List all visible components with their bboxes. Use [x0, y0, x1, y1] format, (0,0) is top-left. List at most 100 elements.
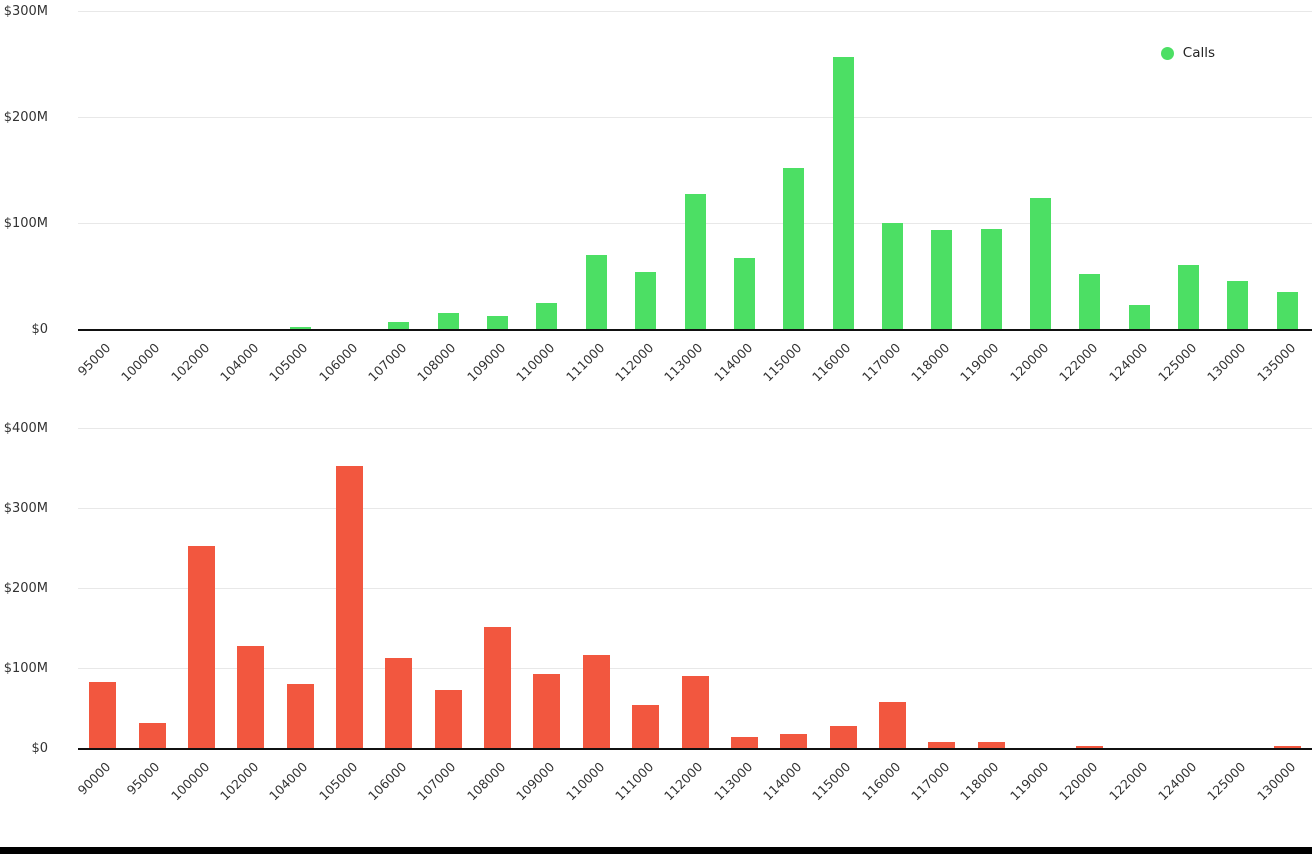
y-tick-label: $300M — [3, 4, 48, 19]
bar-112000[interactable] — [635, 271, 657, 329]
bar-106000[interactable] — [385, 657, 413, 748]
gridline — [78, 588, 1312, 589]
x-tick-label: 112000 — [661, 759, 706, 804]
y-tick-label: $100M — [3, 661, 48, 676]
bar-117000[interactable] — [881, 223, 903, 329]
puts-x-axis: 90000 95000 100000 102000 104000 105000 106000… — [74, 749, 1312, 829]
x-tick-label: 119000 — [957, 340, 1002, 385]
x-tick-label: 110000 — [562, 759, 607, 804]
plot-area: Calls — [78, 11, 1312, 331]
bar-109000[interactable] — [533, 673, 561, 748]
x-tick-label: 106000 — [365, 759, 410, 804]
x-tick-label: 112000 — [611, 340, 657, 385]
bar-111000[interactable] — [632, 704, 660, 748]
x-tick-label: 102000 — [217, 759, 262, 804]
x-axis-line — [78, 329, 1312, 331]
x-tick-label: 111000 — [562, 340, 607, 385]
bar-130000[interactable] — [1273, 745, 1301, 748]
bar-124000[interactable] — [1128, 304, 1150, 329]
bar-111000[interactable] — [585, 254, 607, 329]
x-tick-label: 95000 — [74, 340, 114, 379]
bar-114000[interactable] — [733, 257, 755, 329]
x-tick-label: 116000 — [858, 759, 904, 804]
x-tick-label: 119000 — [1006, 759, 1052, 804]
bar-107000[interactable] — [388, 321, 410, 329]
bar-108000[interactable] — [437, 313, 459, 329]
x-tick-label: 108000 — [414, 340, 459, 385]
x-tick-label: 109000 — [463, 340, 509, 385]
bar-118000[interactable] — [931, 230, 953, 329]
x-tick-label: 109000 — [513, 759, 558, 804]
bar-112000[interactable] — [681, 676, 709, 748]
x-tick-label: 102000 — [167, 340, 212, 385]
bar-117000[interactable] — [928, 742, 956, 748]
bar-122000[interactable] — [1079, 273, 1101, 329]
bar-116000[interactable] — [878, 701, 906, 748]
gridline — [78, 428, 1312, 429]
x-tick-label: 118000 — [908, 340, 953, 385]
x-tick-label: 107000 — [414, 759, 459, 804]
bar-115000[interactable] — [783, 167, 805, 329]
y-tick-label: $100M — [3, 216, 48, 231]
x-tick-label: 120000 — [1006, 340, 1052, 385]
x-tick-label: 114000 — [710, 340, 755, 385]
bar-125000[interactable] — [1178, 265, 1200, 329]
bar-115000[interactable] — [829, 725, 857, 748]
x-tick-label: 115000 — [759, 340, 805, 385]
gridline — [78, 668, 1312, 669]
bar-107000[interactable] — [434, 689, 462, 748]
bar-120000[interactable] — [1076, 746, 1104, 748]
bar-120000[interactable] — [1030, 197, 1052, 329]
x-tick-label: 113000 — [661, 340, 706, 385]
x-tick-label: 122000 — [1056, 340, 1101, 385]
bar-110000[interactable] — [582, 655, 610, 748]
legend-marker-calls — [1160, 46, 1174, 60]
bar-109000[interactable] — [487, 316, 509, 329]
x-tick-label: 114000 — [759, 759, 805, 804]
bar-104000[interactable] — [286, 684, 314, 748]
legend[interactable]: Calls — [1160, 45, 1215, 61]
x-tick-label: 125000 — [1204, 759, 1249, 804]
x-tick-label: 122000 — [1105, 759, 1150, 804]
x-tick-label: 107000 — [365, 340, 410, 385]
bar-116000[interactable] — [832, 56, 854, 329]
x-tick-label: 116000 — [809, 340, 854, 385]
bar-110000[interactable] — [536, 302, 558, 329]
bar-105000[interactable] — [289, 326, 311, 329]
x-tick-label: 118000 — [957, 759, 1002, 804]
y-tick-label: $400M — [3, 421, 48, 436]
x-tick-label: 105000 — [315, 759, 361, 804]
legend-label-calls: Calls — [1182, 45, 1215, 61]
y-tick-label: $300M — [3, 501, 48, 516]
gridline — [78, 11, 1312, 12]
bar-114000[interactable] — [780, 733, 808, 748]
x-tick-label: 110000 — [513, 340, 558, 385]
puts-bar-chart: $0 $100M $200M $300M $400M 90000 95000 100000 1… — [0, 421, 1312, 829]
bar-113000[interactable] — [730, 736, 758, 748]
y-tick-label: $200M — [3, 581, 48, 596]
gridline — [78, 508, 1312, 509]
bar-113000[interactable] — [684, 194, 706, 329]
y-tick-label: $0 — [31, 741, 48, 756]
bar-108000[interactable] — [484, 627, 512, 748]
bar-100000[interactable] — [187, 546, 215, 748]
bar-118000[interactable] — [977, 742, 1005, 748]
x-axis-line — [78, 748, 1312, 750]
bar-90000[interactable] — [89, 682, 117, 748]
bar-119000[interactable] — [980, 229, 1002, 329]
x-tick-label: 90000 — [74, 759, 114, 798]
bar-102000[interactable] — [237, 646, 265, 748]
x-tick-label: 104000 — [217, 340, 262, 385]
x-tick-label: 117000 — [908, 759, 953, 804]
x-tick-label: 130000 — [1253, 759, 1298, 804]
x-tick-label: 124000 — [1105, 340, 1150, 385]
bar-95000[interactable] — [138, 723, 166, 748]
x-tick-label: 115000 — [809, 759, 854, 804]
bar-105000[interactable] — [335, 465, 363, 748]
x-tick-label: 124000 — [1154, 759, 1200, 804]
x-tick-label: 100000 — [167, 759, 212, 804]
bar-135000[interactable] — [1276, 291, 1298, 329]
bar-130000[interactable] — [1227, 281, 1249, 329]
x-tick-label: 95000 — [123, 759, 163, 798]
x-tick-label: 113000 — [710, 759, 755, 804]
